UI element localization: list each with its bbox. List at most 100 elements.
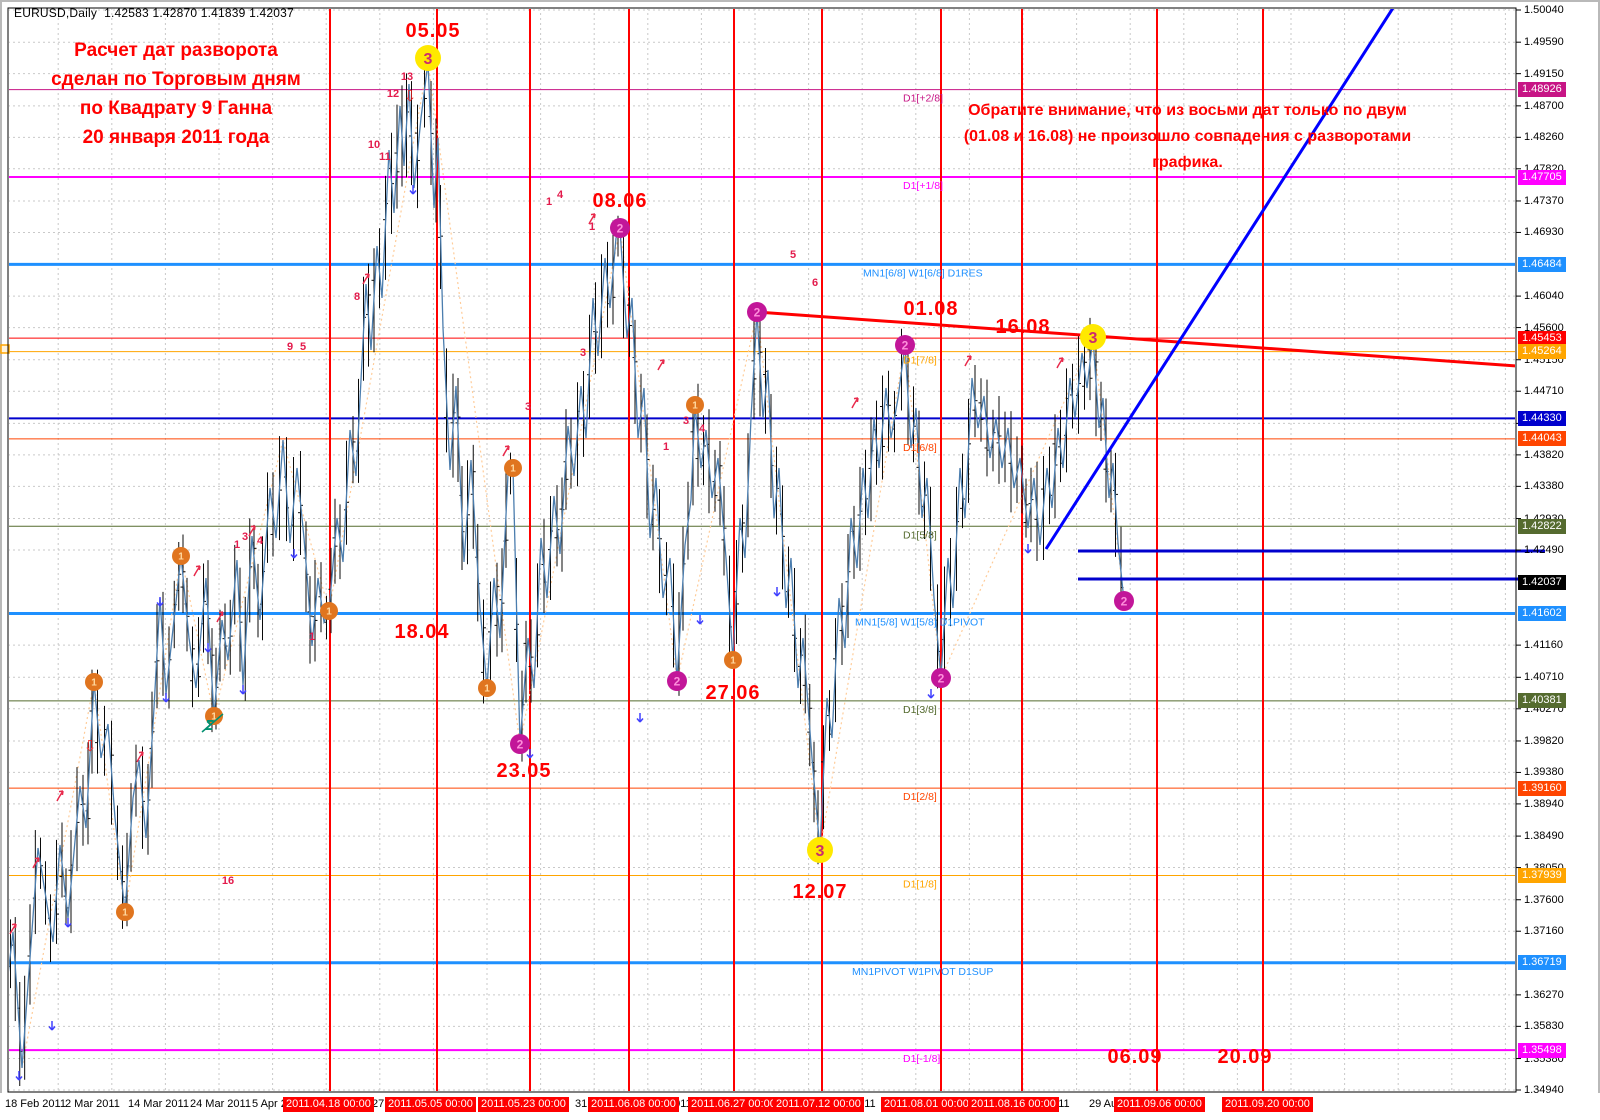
pivot-circle-orange[interactable] bbox=[205, 707, 223, 725]
zigzag-line[interactable] bbox=[2, 61, 1125, 1069]
price-tick-label: 1.35830 bbox=[1524, 1020, 1564, 1033]
event-date-badge: 2011.05.05 00:00 bbox=[385, 1097, 476, 1112]
level-label: D1[5/8] bbox=[903, 529, 937, 541]
pivot-circle-orange-number: 1 bbox=[730, 656, 736, 667]
price-level-badge: 1.41602 bbox=[1518, 606, 1566, 621]
pivot-circle-orange-number: 1 bbox=[178, 552, 184, 563]
wave-number-label: 5 bbox=[300, 341, 306, 353]
pivot-circle-orange[interactable] bbox=[320, 602, 338, 620]
up-arrow-icon bbox=[1056, 357, 1064, 369]
price-tick-label: 1.41160 bbox=[1524, 639, 1563, 652]
down-arrow-icon bbox=[526, 749, 534, 759]
event-date-badge: 2011.07.12 00:00 bbox=[773, 1097, 864, 1112]
pivot-circle-orange-number: 1 bbox=[692, 401, 698, 412]
wave-number-label: 1 bbox=[234, 539, 240, 551]
level-label: D1[+2/8] bbox=[903, 93, 943, 105]
time-axis: 18 Feb 2011 2 Mar 2011 14 Mar 2011 24 Mar 2… bbox=[0, 1093, 1600, 1120]
pivot-circle-orange[interactable] bbox=[724, 651, 742, 669]
pivot-circle-magenta[interactable] bbox=[610, 218, 630, 238]
pivot-circle-yellow[interactable] bbox=[415, 45, 441, 71]
chart-title: EURUSD,Daily 1.42583 1.42870 1.41839 1.4… bbox=[14, 6, 294, 20]
price-tick-label: 1.49590 bbox=[1524, 36, 1564, 49]
down-arrow-icon bbox=[156, 597, 164, 607]
down-arrow-icon bbox=[162, 693, 170, 703]
price-level-badge: 1.48926 bbox=[1518, 82, 1566, 98]
pivot-circle-magenta[interactable] bbox=[895, 335, 915, 355]
up-arrow-icon bbox=[248, 525, 256, 537]
event-date-badge: 2011.08.16 00:00 bbox=[968, 1097, 1059, 1112]
wave-number-label: 13 bbox=[401, 71, 413, 83]
price-tick-label: 1.48700 bbox=[1524, 99, 1564, 112]
price-tick-label: 1.39380 bbox=[1524, 766, 1564, 779]
price-tick-label: 1.48260 bbox=[1524, 131, 1564, 144]
note-line: Расчет дат разворота bbox=[74, 40, 278, 61]
pivot-circle-yellow[interactable] bbox=[807, 837, 833, 863]
time-axis-label: 2 Mar 2011 bbox=[65, 1098, 120, 1110]
down-arrow-icon bbox=[15, 1071, 23, 1081]
pivot-circle-magenta[interactable] bbox=[1114, 591, 1134, 611]
note-line: Обратите внимание, что из восьми дат тол… bbox=[968, 102, 1407, 119]
up-arrow-icon bbox=[193, 565, 201, 577]
line-handle-square[interactable] bbox=[0, 344, 10, 354]
pivot-circle-orange[interactable] bbox=[686, 396, 704, 414]
blue-ascending-trendline[interactable] bbox=[1044, 8, 1395, 550]
down-arrow-icon bbox=[239, 685, 247, 695]
up-arrow-icon bbox=[657, 359, 665, 371]
note-line: по Квадрату 9 Ганна bbox=[79, 98, 273, 119]
pivot-circle-magenta[interactable] bbox=[510, 734, 530, 754]
price-level-badge: 1.46484 bbox=[1518, 256, 1566, 272]
price-tick-label: 1.46930 bbox=[1524, 226, 1564, 239]
wave-number-label: 1 bbox=[546, 196, 552, 208]
price-tick-label: 1.38490 bbox=[1524, 830, 1564, 843]
pivot-circle-orange-number: 1 bbox=[510, 464, 516, 475]
wave-number-label: 1 bbox=[309, 631, 315, 643]
price-level-badge: 1.45264 bbox=[1518, 344, 1566, 360]
pivot-circle-yellow-number: 3 bbox=[816, 843, 825, 860]
pivot-circle-magenta-number: 2 bbox=[674, 674, 681, 688]
pivot-circle-magenta[interactable] bbox=[747, 302, 767, 322]
wave-number-label: 12 bbox=[387, 88, 399, 100]
down-arrow-icon bbox=[64, 918, 72, 928]
price-level-badge: 1.37939 bbox=[1518, 868, 1566, 883]
note-line: (01.08 и 16.08) не произошло совпадения … bbox=[963, 128, 1412, 145]
pivot-circle-orange[interactable] bbox=[478, 679, 496, 697]
price-tick-label: 1.49150 bbox=[1524, 67, 1564, 80]
price-axis: 1.500401.495901.491501.487001.482601.478… bbox=[1517, 0, 1600, 1120]
time-axis-label: 29 Au bbox=[1089, 1098, 1118, 1110]
pivot-circle-magenta[interactable] bbox=[931, 668, 951, 688]
reversal-date-label: 27.06 bbox=[705, 682, 760, 704]
down-arrow-icon bbox=[48, 1021, 56, 1031]
price-tick-label: 1.34940 bbox=[1524, 1083, 1564, 1096]
level-label: D1[+1/8] bbox=[903, 180, 943, 192]
reversal-date-label: 05.05 bbox=[405, 20, 460, 42]
level-label: D1[7/8] bbox=[903, 355, 937, 367]
up-arrow-icon bbox=[362, 273, 370, 285]
pivot-circle-orange[interactable] bbox=[504, 459, 522, 477]
price-level-badge: 1.40381 bbox=[1518, 693, 1566, 709]
pivot-circle-orange[interactable] bbox=[116, 903, 134, 921]
down-arrow-icon bbox=[1024, 544, 1032, 554]
pivot-circle-orange-number: 1 bbox=[211, 712, 217, 723]
pivot-circle-orange[interactable] bbox=[85, 673, 103, 691]
price-tick-label: 1.47370 bbox=[1524, 194, 1564, 207]
reversal-date-label: 06.09 bbox=[1107, 1046, 1162, 1068]
level-label: D1[3/8] bbox=[903, 704, 937, 716]
pivot-circle-orange-number: 1 bbox=[91, 678, 97, 689]
wave-number-label: 9 bbox=[287, 341, 293, 353]
pivot-circle-orange-number: 1 bbox=[326, 607, 332, 618]
level-label: D1[1/8] bbox=[903, 879, 937, 891]
red-descending-trendline[interactable] bbox=[756, 310, 1516, 368]
time-axis-label: 31 bbox=[575, 1098, 588, 1110]
price-tick-label: 1.39820 bbox=[1524, 734, 1564, 747]
price-tick-label: 1.46040 bbox=[1524, 290, 1564, 303]
pivot-circle-orange[interactable] bbox=[172, 547, 190, 565]
pivot-circle-yellow[interactable] bbox=[1080, 324, 1106, 350]
reversal-date-label: 23.05 bbox=[496, 760, 551, 782]
note-line: сделан по Торговым дням bbox=[51, 69, 301, 90]
up-arrow-icon bbox=[851, 397, 859, 409]
pivot-circle-magenta[interactable] bbox=[667, 671, 687, 691]
up-arrow-icon bbox=[56, 790, 64, 802]
dotted-pivot-connector[interactable] bbox=[21, 61, 1125, 1069]
